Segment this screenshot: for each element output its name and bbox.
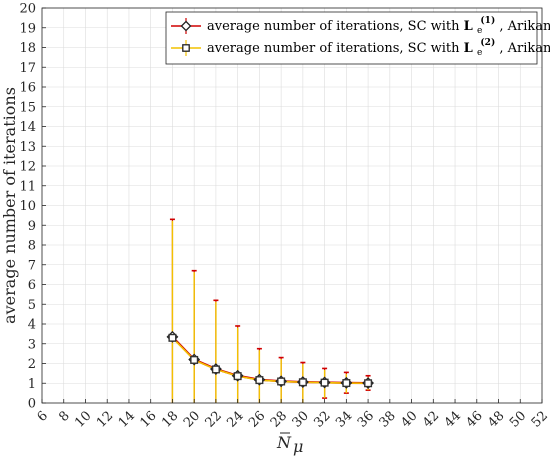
y-tick-label: 0 [28, 397, 36, 412]
legend-2-sub: e [477, 48, 482, 58]
legend-2-text: average number of iterations, SC with L … [207, 34, 550, 59]
series-2-point [190, 355, 199, 364]
x-tick-label: 50 [507, 408, 529, 430]
x-axis-title: N μ [276, 432, 303, 456]
x-tick-label: 8 [56, 408, 72, 424]
series-2-point [211, 365, 220, 374]
legend: average number of iterations, SC with L … [165, 11, 550, 65]
x-tick-label: 52 [529, 408, 550, 430]
y-tick-label: 10 [19, 199, 36, 214]
x-tick-label: 16 [137, 408, 159, 430]
y-tick-label: 15 [19, 100, 36, 115]
x-tick-label: 22 [203, 408, 225, 430]
x-tick-label: 28 [268, 408, 290, 430]
series-2-line [171, 337, 369, 385]
y-tick-label: 6 [28, 278, 36, 293]
legend-1-sup: (1) [480, 15, 495, 26]
legend-2-sup: (2) [480, 37, 495, 48]
y-tick-label: 14 [19, 120, 36, 135]
legend-box [165, 11, 538, 65]
y-tick-label: 18 [19, 41, 36, 56]
series-2-point [255, 376, 264, 385]
y-tick-label: 1 [28, 377, 36, 392]
series-2-point [233, 372, 242, 381]
legend-entry-1: average number of iterations, SC with L … [171, 12, 550, 37]
x-tick-label: 20 [181, 408, 203, 430]
series-2-point [168, 333, 177, 342]
legend-1-text: average number of iterations, SC with L … [207, 12, 550, 37]
x-tick-label: 10 [72, 408, 94, 430]
series-2-point [320, 378, 329, 387]
legend-1-marker [180, 20, 192, 32]
y-tick-label: 2 [28, 357, 36, 372]
x-axis-title-sub: μ [293, 437, 303, 456]
x-tick-label: 30 [290, 408, 312, 430]
legend-entry-2: average number of iterations, SC with L … [171, 34, 550, 59]
x-tick-label: 26 [246, 408, 268, 430]
y-tick-label: 12 [19, 160, 36, 175]
x-tick-label: 18 [159, 408, 181, 430]
y-tick-label: 7 [28, 258, 36, 273]
y-tick-label: 19 [19, 21, 36, 36]
x-tick-label: 12 [94, 408, 116, 430]
x-tick-label: 46 [464, 408, 486, 430]
x-tick-label: 48 [485, 408, 507, 430]
series-2-point [364, 379, 373, 388]
series-2-point [342, 379, 351, 388]
legend-2-marker [182, 44, 190, 52]
series-layer [166, 218, 375, 403]
legend-2-symbol: L [464, 41, 473, 56]
y-tick-label: 4 [28, 318, 36, 333]
x-tick-label: 42 [420, 408, 442, 430]
x-tick-label: 34 [333, 408, 355, 430]
x-tick-label: 44 [442, 408, 464, 430]
y-tick-label: 3 [28, 337, 36, 352]
x-tick-label: 24 [224, 408, 246, 430]
x-tick-label: 14 [116, 408, 138, 430]
legend-1-symbol: L [464, 19, 473, 34]
y-tick-label: 11 [19, 179, 36, 194]
series-2-point [277, 377, 286, 386]
legend-1-suffix: , Arikan [499, 19, 550, 34]
series-2-point [298, 378, 307, 387]
y-tick-label: 17 [19, 61, 36, 76]
y-tick-label: 8 [28, 239, 36, 254]
y-tick-label: 9 [28, 219, 36, 234]
y-tick-label: 16 [19, 81, 36, 96]
y-tick-label: 13 [19, 140, 36, 155]
grid [41, 7, 543, 404]
legend-2-suffix: , Arikan [499, 41, 550, 56]
legend-1-sub: e [477, 26, 482, 36]
y-tick-label: 20 [19, 2, 36, 17]
x-tick-label: 36 [355, 408, 377, 430]
y-tick-label: 5 [28, 298, 36, 313]
x-axis-title-base: N [276, 433, 292, 452]
y-axis-title: average number of iterations [0, 87, 19, 324]
x-tick-label: 6 [35, 408, 51, 424]
legend-1-prefix: average number of iterations, SC with [207, 19, 464, 34]
legend-2-prefix: average number of iterations, SC with [207, 41, 464, 56]
x-tick-label: 32 [311, 408, 333, 430]
x-tick-label: 40 [398, 408, 420, 430]
x-tick-label: 38 [377, 408, 399, 430]
